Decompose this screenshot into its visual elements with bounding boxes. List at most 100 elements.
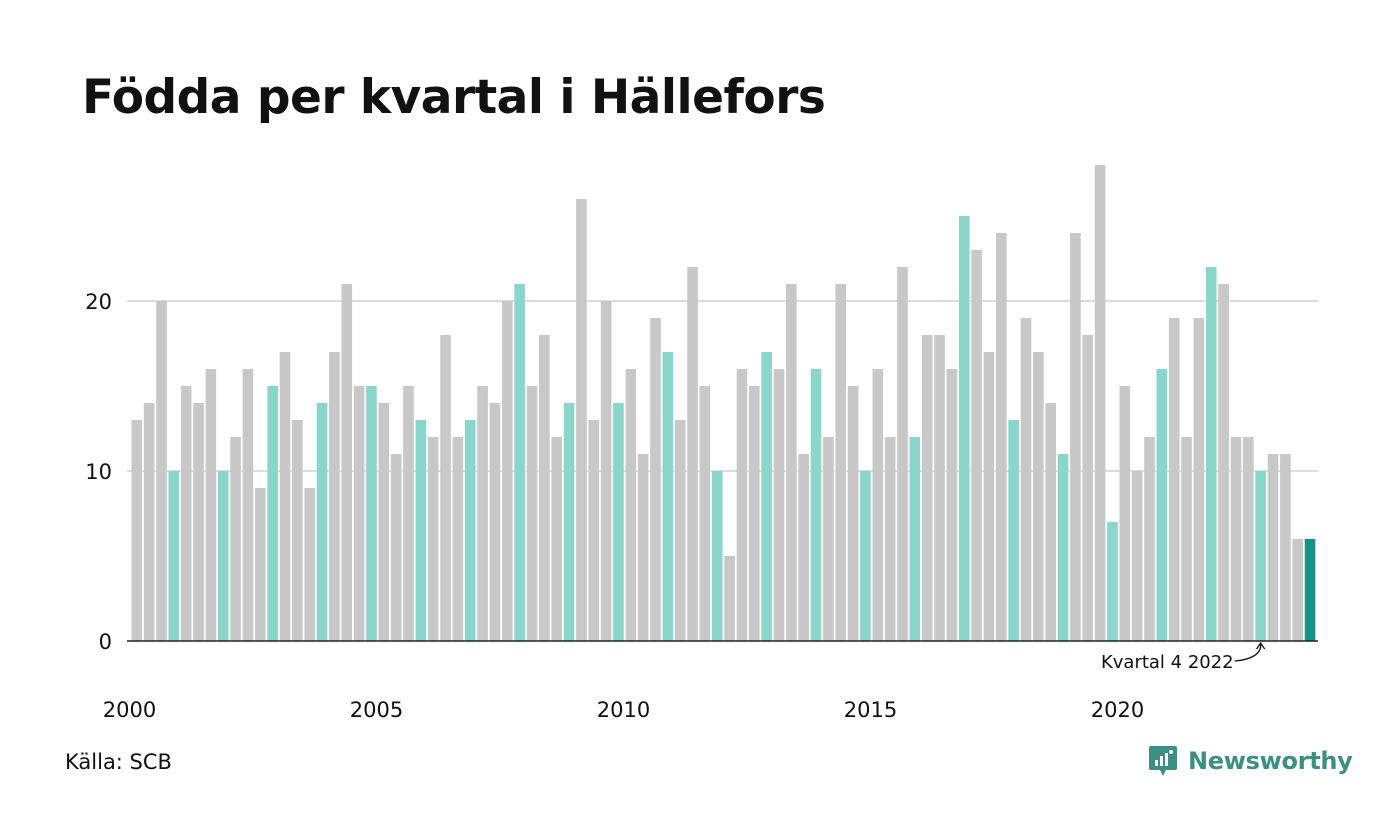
x-tick-label: 2005 (350, 698, 403, 722)
bar (143, 403, 155, 641)
bar (390, 454, 402, 641)
bar (637, 454, 649, 641)
bar (884, 437, 896, 641)
bar (662, 352, 674, 641)
bar (403, 386, 414, 641)
bar (205, 369, 217, 641)
bar (1057, 454, 1069, 641)
newsworthy-logo-icon (1149, 746, 1177, 776)
bar (563, 403, 575, 641)
bar (477, 386, 488, 641)
bar (1168, 318, 1180, 641)
bar (502, 301, 513, 641)
bar (168, 471, 180, 641)
bar (625, 369, 637, 641)
bar (329, 352, 340, 641)
bar (1082, 335, 1094, 641)
bar (786, 284, 797, 641)
bar (1304, 539, 1316, 641)
bar (921, 335, 933, 641)
bar (946, 369, 958, 641)
bar (773, 369, 785, 641)
bar (724, 556, 735, 641)
bar (1033, 352, 1044, 641)
bar (267, 386, 278, 641)
bar (255, 488, 266, 641)
bar (897, 267, 908, 641)
bar (427, 437, 439, 641)
bar (1255, 471, 1266, 641)
bar (1181, 437, 1192, 641)
bar (1020, 318, 1032, 641)
bar (810, 369, 822, 641)
bar (958, 216, 970, 641)
source-note: Källa: SCB (65, 750, 172, 774)
bar (588, 420, 600, 641)
x-tick-label: 2000 (103, 698, 156, 722)
x-tick-label: 2015 (844, 698, 897, 722)
bar (1107, 522, 1118, 641)
bar (934, 335, 945, 641)
bar (1131, 471, 1143, 641)
bar (600, 301, 612, 641)
bar (1193, 318, 1205, 641)
bar (242, 369, 254, 641)
bar (1119, 386, 1131, 641)
y-axis-labels: 0 10 20 (85, 290, 112, 654)
bar (353, 386, 365, 641)
bar (440, 335, 451, 641)
bar (823, 437, 834, 641)
bar (526, 386, 538, 641)
arrow-head (1256, 641, 1266, 650)
bar (687, 267, 698, 641)
curved-arrow-icon (1234, 643, 1262, 662)
bar (1070, 233, 1081, 641)
bar (909, 437, 921, 641)
bar (514, 284, 525, 641)
bar (711, 471, 723, 641)
bar (1205, 267, 1217, 641)
bar (539, 335, 550, 641)
bar (1094, 165, 1106, 641)
bar (860, 471, 871, 641)
x-axis-labels: 2000 2005 2010 2015 2020 (103, 698, 1144, 722)
gridlines (127, 300, 1318, 472)
bar (1230, 437, 1242, 641)
bar (650, 318, 661, 641)
bar (292, 420, 303, 641)
bar (378, 403, 390, 641)
bars (131, 165, 1316, 641)
bar (193, 403, 204, 641)
bar (699, 386, 711, 641)
bar (971, 250, 982, 641)
y-tick-label: 10 (85, 460, 112, 484)
brand: Newsworthy (1148, 744, 1353, 778)
bar (452, 437, 464, 641)
bar (316, 403, 328, 641)
bar (415, 420, 427, 641)
bar (674, 420, 686, 641)
annotation: Kvartal 4 2022 (1101, 641, 1266, 673)
x-tick-label: 2020 (1091, 698, 1144, 722)
bar (1243, 437, 1254, 641)
bar (798, 454, 809, 641)
annotation-label: Kvartal 4 2022 (1101, 652, 1234, 673)
bar (983, 352, 995, 641)
bar (736, 369, 748, 641)
bar (1144, 437, 1155, 641)
bar (366, 386, 377, 641)
bar (217, 471, 229, 641)
bar (847, 386, 859, 641)
bar (835, 284, 847, 641)
bar (464, 420, 476, 641)
bar (996, 233, 1007, 641)
bar (551, 437, 562, 641)
bar (613, 403, 624, 641)
brand-name: Newsworthy (1188, 747, 1353, 775)
bar (1008, 420, 1019, 641)
bar (872, 369, 884, 641)
bar (576, 199, 587, 641)
bar (180, 386, 192, 641)
bar (1218, 284, 1229, 641)
